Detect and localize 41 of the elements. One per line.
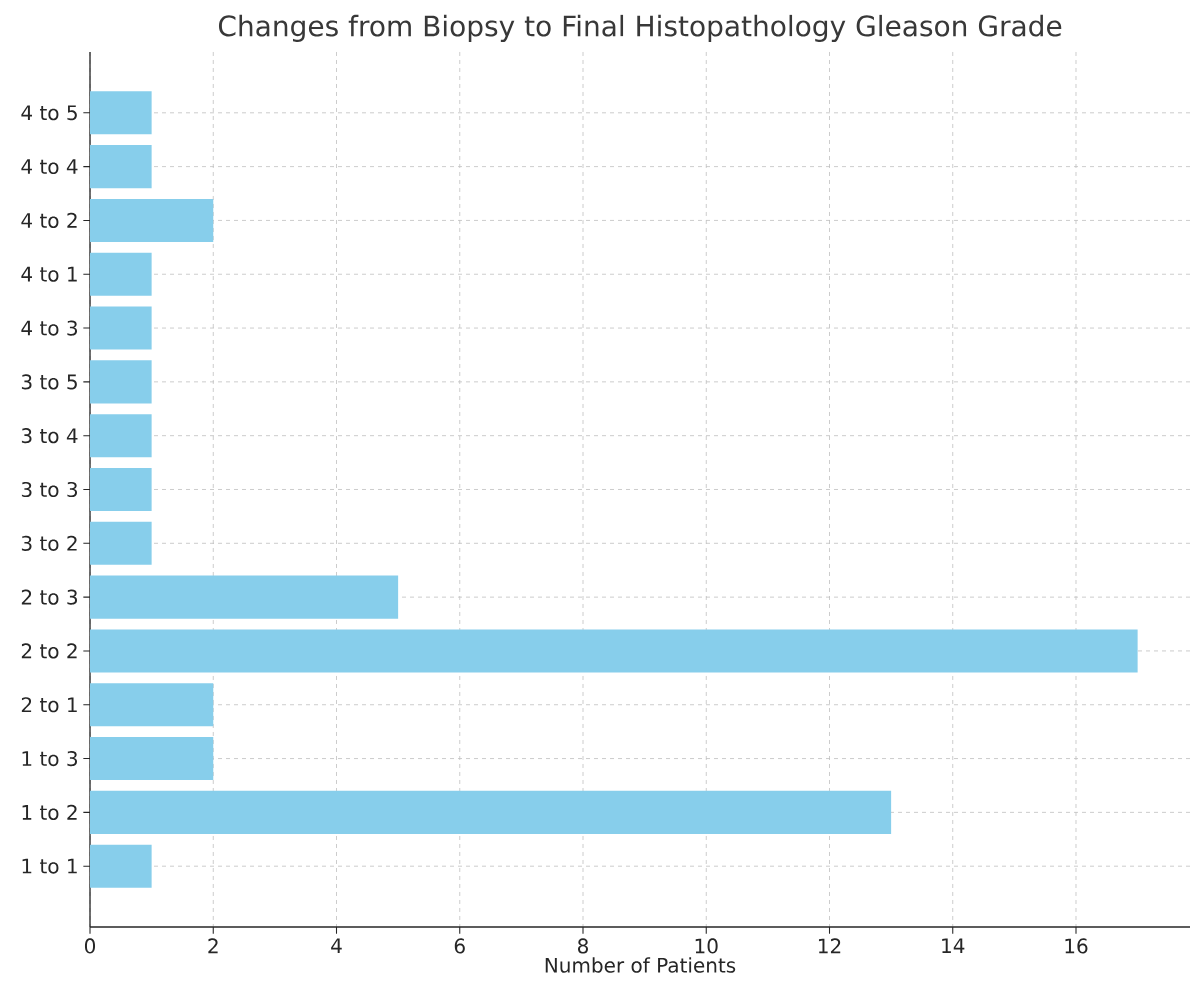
x-tick-label: 8 [578, 938, 588, 954]
chart-title: Changes from Biopsy to Final Histopathology Gleason Grade [218, 14, 1062, 42]
y-tick-label: 2 to 3 [21, 589, 78, 605]
y-tick-label: 1 to 2 [22, 804, 77, 820]
bar [90, 306, 152, 350]
bar [90, 91, 152, 135]
bar [90, 252, 152, 296]
x-tick-label: 0 [84, 938, 96, 954]
bar [90, 844, 152, 888]
bar [90, 467, 152, 512]
y-tick-label: 4 to 5 [21, 105, 77, 121]
y-tick-label: 2 to 2 [21, 643, 77, 659]
bar [90, 521, 152, 565]
bar [90, 145, 152, 189]
x-tick-label: 16 [1065, 938, 1088, 954]
bar [90, 790, 892, 834]
bar [90, 683, 214, 727]
y-tick-label: 1 to 1 [22, 858, 77, 874]
y-tick-label: 4 to 3 [21, 320, 78, 336]
x-tick-label: 4 [331, 938, 342, 953]
x-tick-label: 14 [942, 938, 965, 953]
x-tick-label: 2 [208, 938, 218, 954]
y-tick-label: 2 to 1 [21, 697, 77, 713]
bar [90, 360, 152, 404]
x-tick-label: 10 [695, 938, 718, 954]
x-tick-label: 6 [454, 938, 465, 954]
bar [90, 629, 1138, 673]
y-tick-label: 3 to 3 [21, 481, 78, 498]
bar [90, 414, 152, 458]
bar [90, 575, 399, 619]
y-tick-label: 3 to 5 [21, 374, 77, 390]
y-tick-label: 3 to 2 [21, 535, 77, 551]
x-tick-label: 12 [818, 938, 841, 954]
y-tick-label: 1 to 3 [22, 750, 78, 767]
y-tick-label: 4 to 1 [21, 266, 77, 282]
y-tick-label: 3 to 4 [21, 428, 78, 444]
bar [90, 737, 214, 781]
y-tick-label: 4 to 2 [21, 212, 77, 228]
bar [90, 198, 214, 242]
y-tick-label: 4 to 4 [21, 159, 78, 175]
x-axis-title: Number of Patients [545, 957, 736, 973]
